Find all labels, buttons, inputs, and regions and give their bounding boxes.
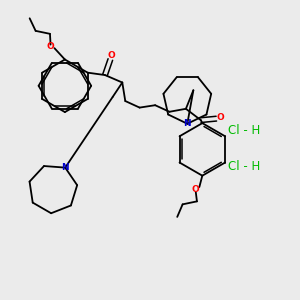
Text: N: N <box>61 163 69 172</box>
Text: O: O <box>217 113 224 122</box>
Text: O: O <box>107 51 115 60</box>
Text: O: O <box>47 42 54 51</box>
Text: Cl - H: Cl - H <box>228 124 260 137</box>
Text: O: O <box>192 185 200 194</box>
Text: Cl - H: Cl - H <box>228 160 260 173</box>
Text: N: N <box>184 119 191 128</box>
